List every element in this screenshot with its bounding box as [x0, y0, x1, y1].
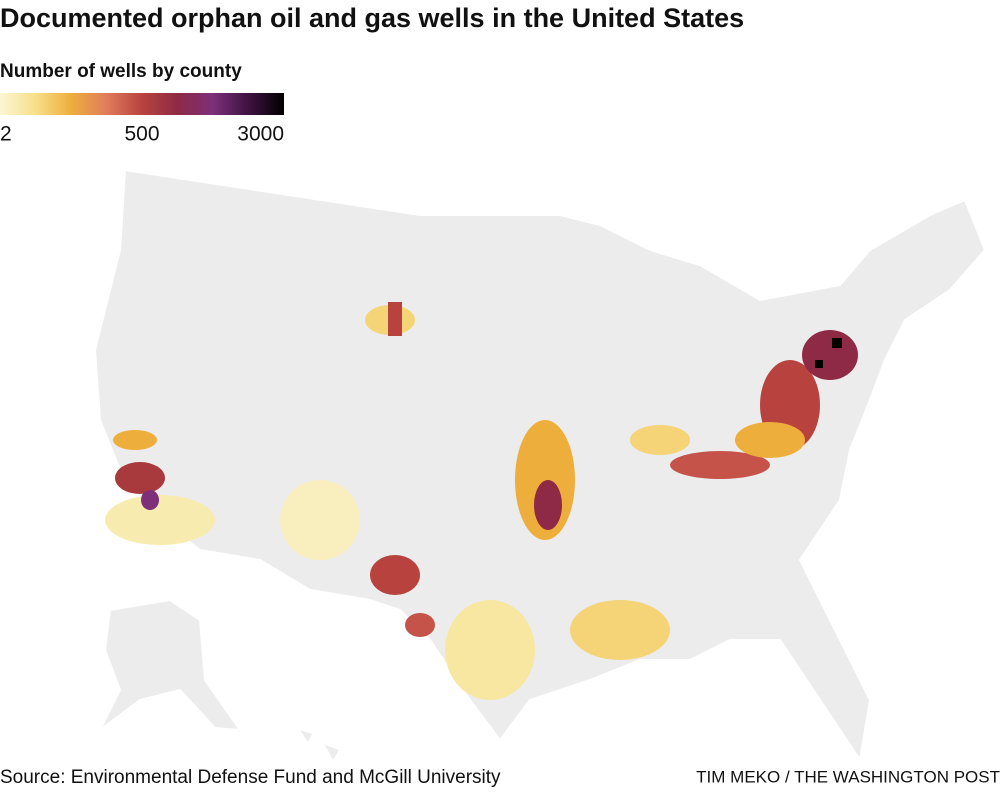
region: [141, 490, 159, 510]
region: [534, 480, 562, 530]
region: [570, 600, 670, 660]
region: [802, 330, 858, 380]
legend-label: 3000: [237, 123, 284, 146]
region: [832, 338, 842, 348]
map: [93, 168, 987, 763]
region: [113, 430, 157, 450]
legend-title: Number of wells by county: [0, 61, 242, 82]
region: [815, 360, 823, 368]
credit: TIM MEKO / THE WASHINGTON POST: [696, 767, 1000, 786]
region: [630, 425, 690, 455]
region: [370, 555, 420, 595]
region: [388, 302, 402, 336]
region: [405, 613, 435, 637]
region: [670, 451, 770, 479]
title: Documented orphan oil and gas wells in t…: [0, 3, 744, 33]
region: [115, 462, 165, 494]
region: [445, 600, 535, 700]
region: [280, 480, 360, 560]
hawaii-outline: [300, 730, 339, 760]
region: [735, 422, 805, 458]
region: [105, 495, 215, 545]
source: Source: Environmental Defense Fund and M…: [0, 767, 501, 788]
legend-label: 500: [124, 123, 159, 146]
legend-label: 2: [0, 123, 12, 146]
hotspots: [105, 302, 858, 700]
alaska-outline: [99, 598, 243, 732]
legend-bar: [0, 93, 284, 115]
